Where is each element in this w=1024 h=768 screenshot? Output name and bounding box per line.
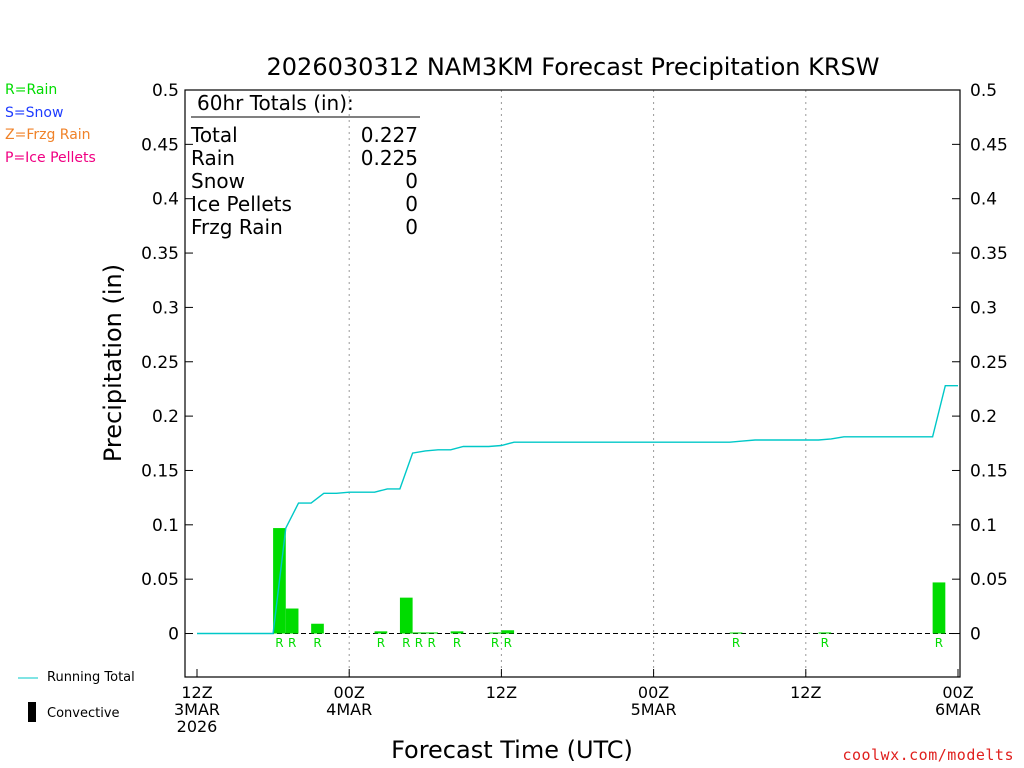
y-tick-label-right: 0 bbox=[970, 625, 981, 645]
y-tick-label-left: 0.3 bbox=[152, 298, 179, 318]
x-tick-label: 4MAR bbox=[326, 700, 372, 719]
ptype-label: R bbox=[732, 636, 740, 650]
totals-header: 60hr Totals (in): bbox=[197, 91, 354, 115]
y-tick-label-left: 0.25 bbox=[141, 353, 179, 373]
precip-bar bbox=[501, 630, 515, 634]
ptype-label: R bbox=[275, 636, 283, 650]
ptype-label: R bbox=[402, 636, 410, 650]
totals-row-label: Snow bbox=[191, 169, 245, 193]
precip-bar bbox=[932, 582, 946, 634]
running-total-line bbox=[197, 385, 958, 635]
y-tick-label-left: 0.1 bbox=[152, 516, 179, 536]
precip-bar bbox=[425, 632, 438, 634]
x-tick-label: 00Z bbox=[942, 683, 973, 702]
x-tick-label: 00Z bbox=[334, 683, 365, 702]
y-axis-label: Precipitation (in) bbox=[99, 264, 127, 462]
ptype-label: R bbox=[453, 636, 461, 650]
x-tick-label: 12Z bbox=[486, 683, 517, 702]
y-tick-label-left: 0.45 bbox=[141, 135, 179, 155]
site-credit: coolwx.com/modelts bbox=[842, 746, 1014, 764]
ptype-label: R bbox=[377, 636, 385, 650]
ptype-label: R bbox=[415, 636, 423, 650]
y-tick-label-left: 0.5 bbox=[152, 81, 179, 101]
ptype-label: R bbox=[491, 636, 499, 650]
x-axis-label: Forecast Time (UTC) bbox=[391, 736, 633, 764]
totals-row-label: Total bbox=[190, 123, 238, 147]
x-tick-label: 2026 bbox=[177, 717, 218, 736]
ptype-label: R bbox=[427, 636, 435, 650]
totals-row-label: Ice Pellets bbox=[191, 192, 292, 216]
y-tick-label-left: 0.05 bbox=[141, 570, 179, 590]
x-tick-label: 3MAR bbox=[174, 700, 220, 719]
plot-frame bbox=[184, 89, 961, 678]
legend-rain: R=Rain bbox=[5, 82, 58, 98]
y-tick-label-right: 0.3 bbox=[970, 298, 997, 318]
running-total-key-label: Running Total bbox=[47, 670, 135, 685]
y-tick-label-right: 0.35 bbox=[970, 244, 1008, 264]
axes: 0 00.05 0.050.1 0.10.15 0.150.2 0.20.25 0.250.… bbox=[141, 81, 1008, 736]
precip-bar bbox=[488, 632, 502, 634]
y-tick-label-left: 0.4 bbox=[152, 190, 179, 210]
ptype-label: R bbox=[935, 636, 943, 650]
totals-row-label: Frzg Rain bbox=[191, 215, 283, 239]
ptype-label: R bbox=[313, 636, 321, 650]
x-tick-label: 12Z bbox=[790, 683, 821, 702]
ptype-label: R bbox=[288, 636, 296, 650]
convective-key-swatch bbox=[28, 702, 36, 722]
y-tick-label-right: 0.1 bbox=[970, 516, 997, 536]
precip-bar bbox=[399, 597, 413, 634]
totals-row-value: 0 bbox=[405, 192, 418, 216]
grid-lines bbox=[197, 90, 958, 677]
totals-row-value: 0 bbox=[405, 169, 418, 193]
precip-bar bbox=[729, 632, 743, 634]
y-tick-label-right: 0.45 bbox=[970, 135, 1008, 155]
totals-row-label: Rain bbox=[191, 146, 235, 170]
x-tick-label: 5MAR bbox=[631, 700, 677, 719]
legend-snow: S=Snow bbox=[5, 105, 64, 121]
precip-bar bbox=[374, 631, 388, 634]
y-tick-label-right: 0.05 bbox=[970, 570, 1008, 590]
x-tick-label: 00Z bbox=[638, 683, 669, 702]
y-tick-label-left: 0.35 bbox=[141, 244, 179, 264]
y-tick-label-right: 0.5 bbox=[970, 81, 997, 101]
precip-bars bbox=[273, 528, 946, 634]
running-total-layer bbox=[197, 385, 958, 635]
y-tick-label-right: 0.15 bbox=[970, 461, 1008, 481]
y-tick-label-left: 0.15 bbox=[141, 461, 179, 481]
totals-row-value: 0.227 bbox=[361, 123, 418, 147]
precip-bar bbox=[285, 608, 299, 634]
y-tick-label-right: 0.25 bbox=[970, 353, 1008, 373]
y-tick-label-right: 0.2 bbox=[970, 407, 997, 427]
legend-ice-pellets: P=Ice Pellets bbox=[5, 150, 96, 166]
totals-row-value: 0 bbox=[405, 215, 418, 239]
precip-bar bbox=[818, 632, 832, 634]
x-tick-label: 12Z bbox=[181, 683, 212, 702]
totals-row-value: 0.225 bbox=[361, 146, 418, 170]
precip-bar bbox=[412, 632, 426, 634]
legend-frzg-rain: Z=Frzg Rain bbox=[5, 127, 91, 143]
precip-bar bbox=[450, 631, 464, 634]
ptype-label: R bbox=[504, 636, 512, 650]
x-tick-label: 6MAR bbox=[935, 700, 981, 719]
ptype-label: R bbox=[821, 636, 829, 650]
convective-key-label: Convective bbox=[47, 706, 120, 721]
precip-bar bbox=[311, 623, 324, 634]
y-tick-label-left: 0.2 bbox=[152, 407, 179, 427]
chart-title: 2026030312 NAM3KM Forecast Precipitation… bbox=[267, 53, 880, 81]
y-tick-label-left: 0 bbox=[168, 625, 179, 645]
totals-box: 60hr Totals (in): Total 0.227 Rain 0.225 Sno… bbox=[190, 91, 420, 239]
y-tick-label-right: 0.4 bbox=[970, 190, 997, 210]
